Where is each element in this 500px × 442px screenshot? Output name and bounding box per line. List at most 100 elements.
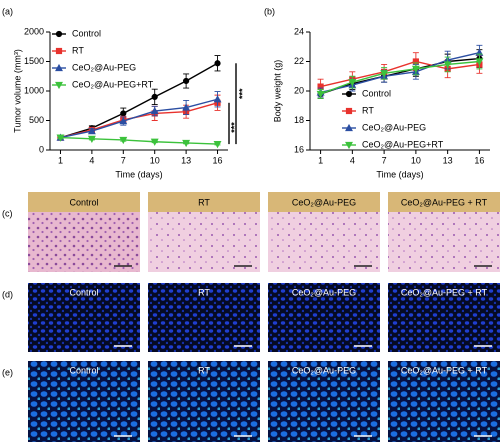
marker (411, 65, 420, 74)
legend-label: RT (72, 45, 84, 55)
legend-label: Control (72, 28, 101, 38)
x-tick-label: 13 (443, 155, 453, 165)
image (268, 212, 380, 272)
marker (213, 95, 222, 103)
marker (345, 107, 353, 115)
panel-title: Control (69, 197, 98, 207)
series-line (320, 60, 480, 95)
image (148, 361, 260, 442)
panel-label: (c) (2, 208, 13, 218)
panel-title: RT (198, 197, 210, 207)
series-line (60, 136, 218, 145)
marker (183, 77, 190, 85)
panel-title: CeO₂@Au-PEG + RT (401, 287, 488, 297)
y-tick-label: 500 (29, 115, 44, 125)
y-tick-label: 18 (294, 115, 304, 125)
marker (55, 81, 63, 90)
title-bar (148, 192, 260, 212)
image (388, 283, 500, 352)
y-tick-label: 22 (294, 56, 304, 66)
y-tick-label: 1500 (24, 56, 44, 66)
image (388, 212, 500, 272)
y-tick-label: 2000 (24, 26, 44, 36)
marker (55, 30, 63, 38)
marker (56, 134, 65, 142)
y-tick-label: 1000 (24, 85, 44, 95)
title-bar (388, 192, 500, 212)
image (28, 361, 140, 442)
image (268, 361, 380, 442)
marker (150, 106, 159, 115)
series-line (320, 57, 480, 95)
marker (119, 136, 128, 145)
panel-label: (d) (2, 289, 13, 299)
image (268, 283, 380, 352)
panel-title: Control (69, 365, 98, 375)
x-tick-label: 1 (58, 155, 63, 165)
x-tick-label: 7 (382, 155, 387, 165)
legend-label: CeO₂@Au-PEG+RT (72, 79, 154, 89)
marker (345, 141, 353, 150)
series-line (320, 60, 480, 88)
y-tick-label: 24 (294, 26, 304, 36)
panel-title: CeO₂@Au-PEG + RT (401, 197, 488, 207)
x-tick-label: 4 (350, 155, 355, 165)
marker (119, 116, 128, 125)
marker (443, 61, 452, 69)
marker (380, 70, 389, 78)
x-tick-label: 10 (411, 155, 421, 165)
legend-label: CeO₂@Au-PEG (362, 122, 426, 132)
panel-title: RT (198, 287, 210, 297)
series-line (60, 62, 218, 139)
x-tick-label: 1 (318, 155, 323, 165)
panel-title: Control (69, 287, 98, 297)
marker (55, 47, 63, 55)
marker (151, 93, 158, 101)
panel-title: CeO₂@Au-PEG (292, 287, 356, 297)
marker (182, 103, 191, 111)
y-axis-label: Body weight (g) (272, 60, 282, 123)
legend-label: Control (362, 88, 391, 98)
x-tick-label: 13 (181, 155, 191, 165)
panel-label: (a) (2, 6, 13, 16)
series-line (320, 51, 480, 94)
panel-title: CeO₂@Au-PEG (292, 365, 356, 375)
image (28, 283, 140, 352)
image (148, 212, 260, 272)
marker (214, 60, 221, 67)
y-tick-label: 16 (294, 144, 304, 154)
marker (316, 90, 325, 99)
marker (345, 90, 353, 98)
marker (345, 123, 353, 132)
marker (150, 138, 159, 146)
panel-label: (b) (264, 6, 275, 16)
x-tick-label: 16 (213, 155, 223, 165)
legend-label: CeO₂@Au-PEG+RT (362, 139, 444, 149)
image (148, 283, 260, 352)
x-tick-label: 4 (89, 155, 94, 165)
x-axis-label: Time (days) (115, 169, 162, 179)
image (28, 212, 140, 272)
series-line (60, 98, 218, 139)
panel-title: RT (198, 365, 210, 375)
marker (475, 58, 484, 66)
legend-label: CeO₂@Au-PEG (72, 62, 136, 72)
x-axis-label: Time (days) (376, 169, 423, 179)
panel-title: CeO₂@Au-PEG + RT (401, 365, 488, 375)
marker (87, 135, 96, 143)
x-tick-label: 7 (121, 155, 126, 165)
x-tick-label: 10 (150, 155, 160, 165)
marker (55, 63, 63, 72)
marker (348, 79, 357, 87)
significance: *** (229, 122, 239, 133)
significance: *** (237, 88, 247, 99)
legend-label: RT (362, 105, 374, 115)
image (388, 361, 500, 442)
marker (182, 139, 191, 148)
title-bar (268, 192, 380, 212)
title-bar (28, 192, 140, 212)
panel-label: (e) (2, 367, 13, 377)
y-axis-label: Tumor volume (mm³) (12, 49, 22, 133)
marker (120, 110, 127, 117)
marker (87, 126, 96, 135)
